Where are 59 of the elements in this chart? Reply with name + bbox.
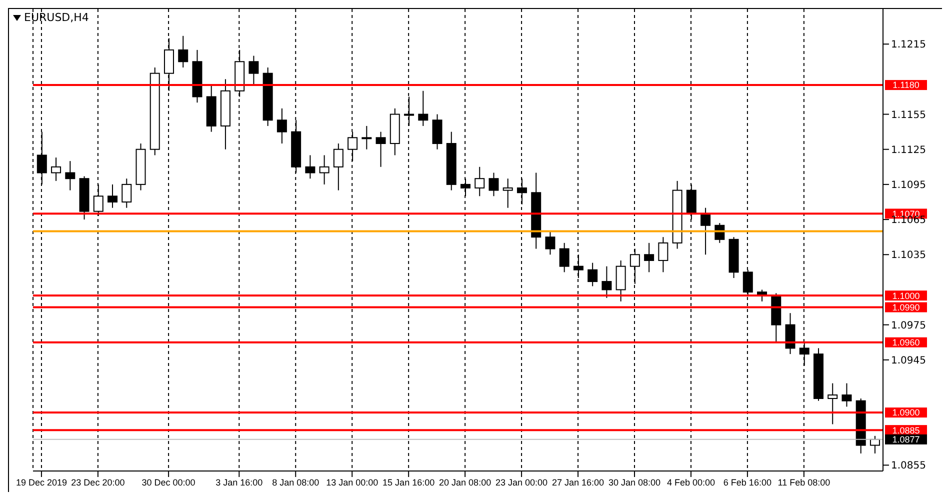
x-tick-label: 6 Feb 16:00 <box>723 477 772 488</box>
candlestick <box>418 90 428 126</box>
x-tick-label: 30 Jan 08:00 <box>608 477 661 488</box>
ref-line-label: 1.0900 <box>892 408 920 418</box>
candlestick <box>376 131 386 168</box>
candlestick <box>488 172 499 197</box>
ref-line-label: 1.0877 <box>892 434 920 445</box>
x-tick-label: 23 Dec 20:00 <box>71 477 125 488</box>
y-tick-label: 1.1125 <box>891 144 926 156</box>
x-tick-label: 11 Feb 08:00 <box>778 477 830 488</box>
ref-line-label: 1.0990 <box>892 302 920 312</box>
candlestick <box>602 266 612 298</box>
candlestick <box>616 260 626 302</box>
candlestick <box>559 242 570 273</box>
y-tick-label: 1.0945 <box>891 355 926 366</box>
x-tick-label: 20 Jan 08:00 <box>439 477 492 488</box>
x-tick-label: 15 Jan 16:00 <box>382 477 435 488</box>
candlestick <box>658 236 668 273</box>
y-tick-label: 1.1155 <box>891 110 926 121</box>
x-tick-label: 3 Jan 16:00 <box>216 477 263 488</box>
candlestick <box>108 184 118 208</box>
y-tick-label: 1.0975 <box>891 320 926 332</box>
x-tick-label: 19 Dec 2019 <box>16 477 67 488</box>
candlestick <box>333 143 344 191</box>
candlestick <box>644 242 654 273</box>
candlestick <box>828 382 838 425</box>
y-tick-label: 1.1095 <box>891 180 926 191</box>
candlestick <box>276 108 287 144</box>
candlestick <box>842 382 852 408</box>
candlestick <box>545 230 556 256</box>
y-tick-label: 1.1035 <box>891 250 926 262</box>
candlestick <box>65 160 76 191</box>
candlestick <box>432 114 442 150</box>
candlestick <box>319 154 330 185</box>
ref-line-label: 1.1180 <box>892 80 920 90</box>
candlestick <box>785 312 796 355</box>
x-tick-label: 23 Jan 00:00 <box>496 477 548 488</box>
x-tick-label: 8 Jan 08:00 <box>272 477 320 488</box>
ref-line-label: 1.0885 <box>892 425 920 436</box>
y-tick-label: 1.0855 <box>891 460 926 472</box>
candlestick <box>122 178 132 208</box>
ref-line-label: 1.1000 <box>892 290 920 301</box>
candlestick <box>305 154 316 180</box>
candlestick <box>474 166 485 197</box>
ref-line-label: 1.0960 <box>892 338 920 348</box>
candlestick <box>362 125 372 150</box>
x-tick-label: 13 Jan 00:00 <box>326 477 378 488</box>
y-tick-label: 1.1065 <box>891 215 926 226</box>
candlestick <box>502 178 513 208</box>
x-tick-label: 4 Feb 00:00 <box>666 477 715 488</box>
candlestick <box>248 55 259 86</box>
candlestick <box>178 35 188 68</box>
candlestick <box>51 157 62 182</box>
chart-title: EURUSD,H4 <box>24 11 89 24</box>
candlestick <box>588 262 598 287</box>
x-tick-label: 30 Dec 00:00 <box>142 477 196 488</box>
x-tick-label: 27 Jan 16:00 <box>552 477 604 488</box>
candlestick <box>700 207 711 256</box>
y-tick-label: 1.1215 <box>891 40 926 51</box>
